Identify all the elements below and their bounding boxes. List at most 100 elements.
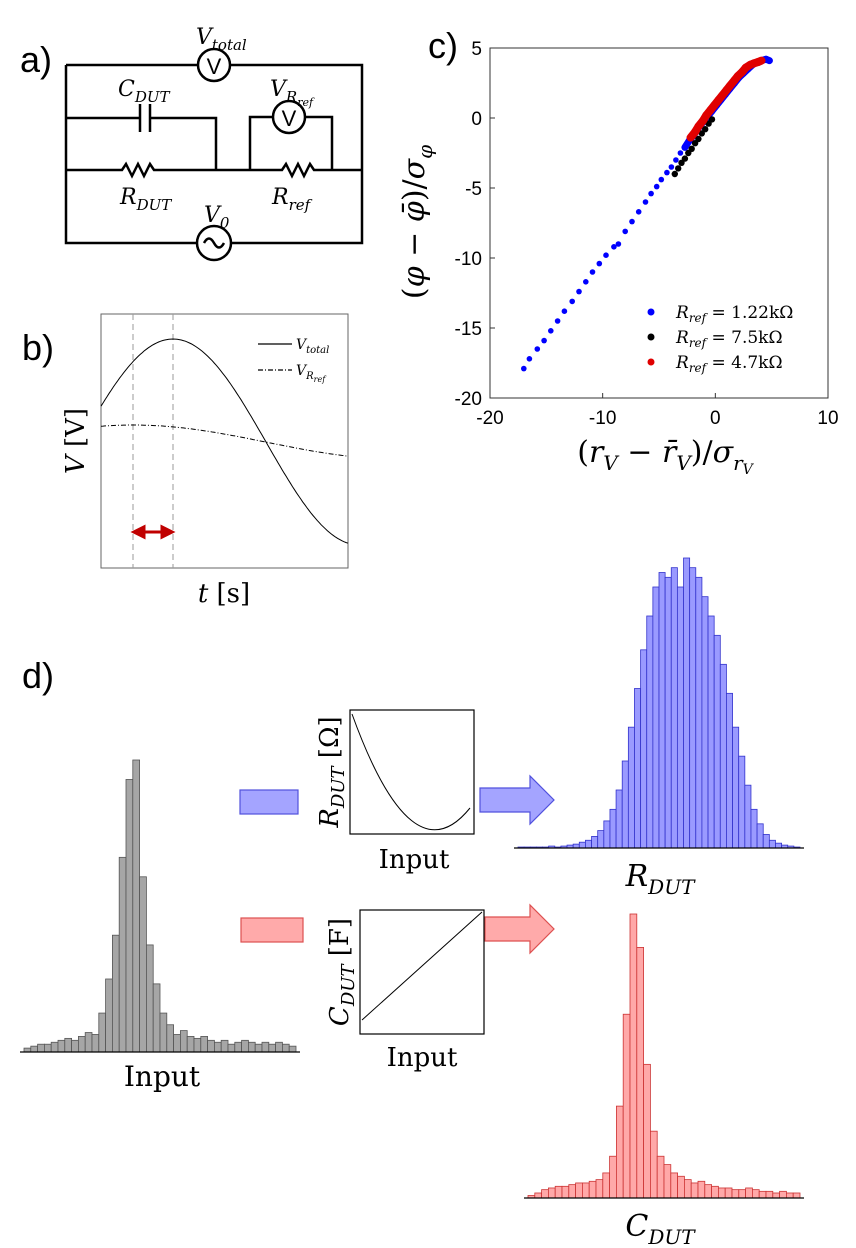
histogram-bar	[621, 760, 629, 849]
histogram-bar	[193, 1037, 202, 1053]
data-point	[526, 356, 533, 362]
label-r-dut: RDUT	[119, 185, 172, 214]
histogram-bar	[582, 1182, 590, 1199]
data-point	[635, 209, 642, 215]
label-v-total: Vtotal	[196, 25, 247, 54]
label-r-ref: Rref	[271, 185, 313, 214]
y-tick-label: -20	[455, 389, 482, 410]
histogram-bar	[578, 841, 586, 849]
histogram-bar	[603, 820, 611, 849]
waveform-xlabel: t [s]	[198, 579, 250, 609]
r-transfer-ylabel: RDUT [Ω]	[315, 716, 349, 828]
histogram-bar	[71, 1039, 79, 1053]
histogram-bar	[786, 1192, 794, 1199]
input-histogram	[20, 759, 300, 1053]
histogram-bar	[588, 1180, 597, 1199]
histogram-bar	[713, 634, 721, 849]
histogram-bar	[622, 1013, 631, 1199]
histogram-bar	[554, 1185, 563, 1199]
panel-label-c: c)	[428, 25, 458, 66]
histogram-bar	[758, 1190, 767, 1199]
panel-label-b: b)	[22, 327, 54, 368]
data-point	[642, 199, 649, 205]
x-tick-label: -20	[476, 408, 503, 429]
data-point	[702, 126, 709, 133]
histogram-bar	[234, 1041, 243, 1053]
histogram-bar	[629, 913, 638, 1199]
histogram-bar	[744, 784, 752, 849]
spacer	[241, 720, 242, 721]
panel-label-d: d)	[22, 655, 54, 696]
histogram-bar	[726, 692, 733, 849]
histogram-bar	[779, 1190, 787, 1199]
histogram-bar	[30, 1045, 38, 1053]
histogram-bar	[57, 1039, 66, 1053]
v-ref-curve	[100, 424, 349, 457]
histogram-bar	[213, 1041, 222, 1053]
histogram-bar	[643, 1063, 651, 1199]
x-tick-label: 0	[710, 408, 721, 429]
histogram-bar	[166, 1024, 175, 1053]
histogram-bar	[627, 726, 635, 849]
histogram-bar	[718, 1187, 726, 1199]
histogram-bar	[247, 1041, 256, 1053]
x-tick-label: -10	[589, 408, 616, 429]
panel-b-waveform: b) Vtotal VRref t [s] V [V]	[22, 313, 349, 609]
histogram-bar	[37, 1043, 45, 1053]
histogram-bar	[139, 876, 147, 1053]
histogram-bar	[568, 1184, 576, 1199]
voltmeter-ref-symbol: V	[282, 106, 297, 131]
histogram-bar	[731, 1189, 740, 1199]
histogram-bar	[132, 759, 141, 1053]
data-point	[576, 288, 582, 295]
histogram-bar	[602, 1172, 610, 1199]
histogram-bar	[664, 576, 672, 849]
data-point	[658, 176, 665, 183]
scatter-ylabel: (φ − φ̄)/σφ	[397, 145, 437, 299]
series-1	[671, 116, 716, 178]
histogram-bar	[670, 567, 678, 849]
histogram-bar	[609, 1155, 617, 1199]
r-transfer-curve	[351, 713, 471, 831]
data-point	[596, 260, 603, 267]
data-point	[671, 170, 678, 178]
histogram-bar	[200, 1036, 209, 1053]
legend-entry: Rref = 1.22kΩ	[675, 303, 793, 325]
histogram-bar	[719, 663, 727, 849]
series-2	[686, 56, 766, 142]
histogram-bar	[695, 576, 703, 849]
c-dut-hist-label: CDUT	[625, 1209, 696, 1248]
data-band	[762, 55, 773, 65]
histogram-bar	[704, 1184, 712, 1199]
panel-a-circuit: a) V Vtotal CDUT RDUT Rref V VRref V0	[20, 25, 364, 262]
histogram-bar	[689, 567, 697, 849]
c-transfer-axes	[359, 909, 485, 1035]
data-point	[569, 298, 575, 305]
r-arrow-tail	[239, 789, 299, 815]
histogram-bar	[541, 1189, 549, 1199]
histogram-bar	[254, 1043, 263, 1053]
data-point	[664, 169, 670, 176]
histogram-bar	[609, 808, 617, 849]
histogram-bar	[50, 1041, 59, 1053]
y-tick-label: -10	[455, 249, 482, 270]
data-point	[629, 218, 635, 225]
histogram-bar	[561, 1185, 570, 1199]
input-hist-label: Input	[124, 1060, 201, 1093]
histogram-bar	[78, 1036, 86, 1053]
data-point	[695, 135, 702, 143]
data-point	[673, 157, 679, 163]
y-tick-label: 5	[471, 39, 482, 60]
legend-v-rref: VRref	[296, 363, 327, 384]
v-total-curve	[100, 338, 349, 544]
histogram-bar	[650, 1130, 658, 1199]
histogram-bar	[112, 934, 120, 1053]
histogram-bar	[597, 830, 605, 849]
label-v-rref: VRref	[270, 77, 315, 109]
histogram-bar	[663, 1164, 672, 1199]
histogram-bar	[173, 1034, 181, 1053]
histogram-bar	[636, 947, 644, 1199]
scatter-points	[521, 55, 773, 372]
